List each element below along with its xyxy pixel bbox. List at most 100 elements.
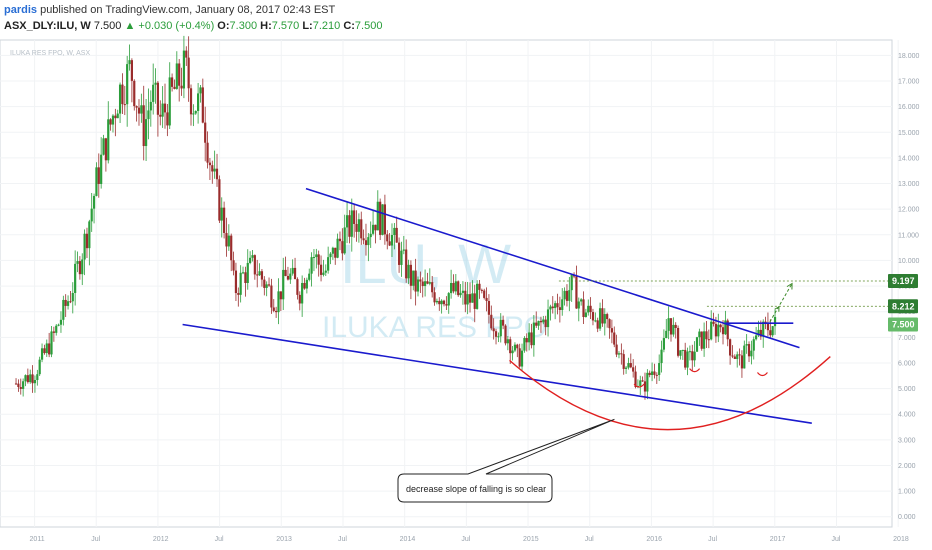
candle-body <box>684 349 687 368</box>
candle-body <box>338 238 342 242</box>
candle-body <box>360 219 363 239</box>
price-axis[interactable]: 0.000 1.000 2.000 3.000 4.000 5.000 6.000 7.000… <box>888 53 920 521</box>
candle-body <box>622 354 625 369</box>
candle-body <box>348 215 351 237</box>
candle-body <box>511 350 514 354</box>
candle-body <box>423 281 427 287</box>
candle-body <box>688 351 692 353</box>
time-tick-label: 2013 <box>276 536 292 543</box>
candle-body <box>447 293 450 306</box>
candle-body <box>483 290 486 298</box>
candle-body <box>568 290 571 301</box>
candle-body <box>476 283 479 309</box>
candle-body <box>620 353 623 355</box>
candle-body <box>55 325 58 333</box>
candle-body <box>582 299 585 318</box>
time-tick-label: 2015 <box>523 536 539 543</box>
candle-body <box>74 263 77 293</box>
candle-body <box>353 210 356 224</box>
candle-body <box>128 60 131 65</box>
candle-body <box>513 344 517 351</box>
candle-body <box>71 292 74 302</box>
candle-body <box>762 321 765 337</box>
candle-body <box>721 327 725 335</box>
candle-body <box>589 305 592 313</box>
author-link[interactable]: pardis <box>4 4 38 16</box>
candle-body <box>38 359 41 375</box>
symbol-label: ASX_DLY:ILU, W <box>4 20 91 32</box>
candle-body <box>379 201 382 235</box>
candle-body <box>166 112 169 126</box>
candle-body <box>45 343 48 354</box>
chart-watermark-name: ILUKA RES FPO <box>322 311 547 344</box>
candle-body <box>759 329 762 337</box>
chart-header: pardis published on TradingView.com, Jan… <box>4 2 382 34</box>
candle-body <box>270 285 273 308</box>
price-tick-label: 5.000 <box>898 386 916 393</box>
candle-body <box>530 332 533 346</box>
candle-body <box>334 247 337 258</box>
candle-body <box>223 207 226 233</box>
candle-body <box>554 303 557 309</box>
chart-watermark-small: ILUKA RES FPO, W, ASX <box>10 50 90 57</box>
candle-body <box>764 321 767 323</box>
candle-body <box>726 320 729 340</box>
candle-body <box>558 307 561 310</box>
candle-body <box>639 380 642 386</box>
candle-body <box>282 269 285 300</box>
price-tick-label: 4.000 <box>898 412 916 419</box>
annotation-callout[interactable]: decrease slope of falling is so clear <box>397 418 615 503</box>
time-tick-label: 2011 <box>30 536 45 543</box>
candle-body <box>116 113 119 119</box>
candle-body <box>388 241 391 246</box>
candle-body <box>736 354 739 359</box>
candle-body <box>669 318 673 335</box>
time-tick-label: 2018 <box>893 536 909 543</box>
candle-body <box>241 272 245 274</box>
candle-body <box>296 279 299 295</box>
candle-body <box>267 284 271 286</box>
candle-body <box>655 374 658 376</box>
candle-body <box>419 279 422 282</box>
candle-body <box>606 314 609 320</box>
candle-body <box>485 297 488 301</box>
candle-body <box>152 84 155 102</box>
candle-body <box>587 305 590 313</box>
candle-body <box>393 227 396 235</box>
candle-body <box>109 119 112 125</box>
candle-body <box>627 363 630 368</box>
candle-body <box>371 224 375 234</box>
candle-body <box>745 344 748 346</box>
candle-body <box>253 255 256 275</box>
candle-body <box>691 351 694 361</box>
candle-body <box>40 348 44 360</box>
price-tick-label: 10.000 <box>898 258 920 265</box>
price-tick-label: 16.000 <box>898 104 920 111</box>
price-label-bg <box>888 274 918 289</box>
time-axis[interactable]: 2011 Jul 2012 Jul 2013 Jul 2014 Jul 2015 Jul 2016 J… <box>30 536 932 543</box>
candle-body <box>603 314 606 324</box>
publish-text: published on TradingView.com, January 08… <box>37 4 336 16</box>
candle-body <box>457 281 460 296</box>
candle-body <box>362 238 365 241</box>
time-tick-label: 2017 <box>770 536 786 543</box>
candle-body <box>50 331 53 355</box>
candle-body <box>643 381 647 392</box>
candle-body <box>596 320 599 329</box>
candle-body <box>168 77 171 126</box>
channel-upper-line <box>305 187 800 349</box>
candle-body <box>308 273 311 280</box>
price-tick-label: 17.000 <box>898 79 920 86</box>
candle-body <box>244 272 247 283</box>
candle-body <box>473 293 476 309</box>
candle-body <box>260 271 264 280</box>
candle-body <box>218 179 221 221</box>
candle-body <box>731 355 734 357</box>
bottom-marker-arc <box>633 383 645 388</box>
candle-body <box>464 290 467 305</box>
candle-body <box>494 331 498 337</box>
candle-body <box>17 383 20 388</box>
candle-body <box>705 331 708 340</box>
candle-body <box>632 367 635 372</box>
